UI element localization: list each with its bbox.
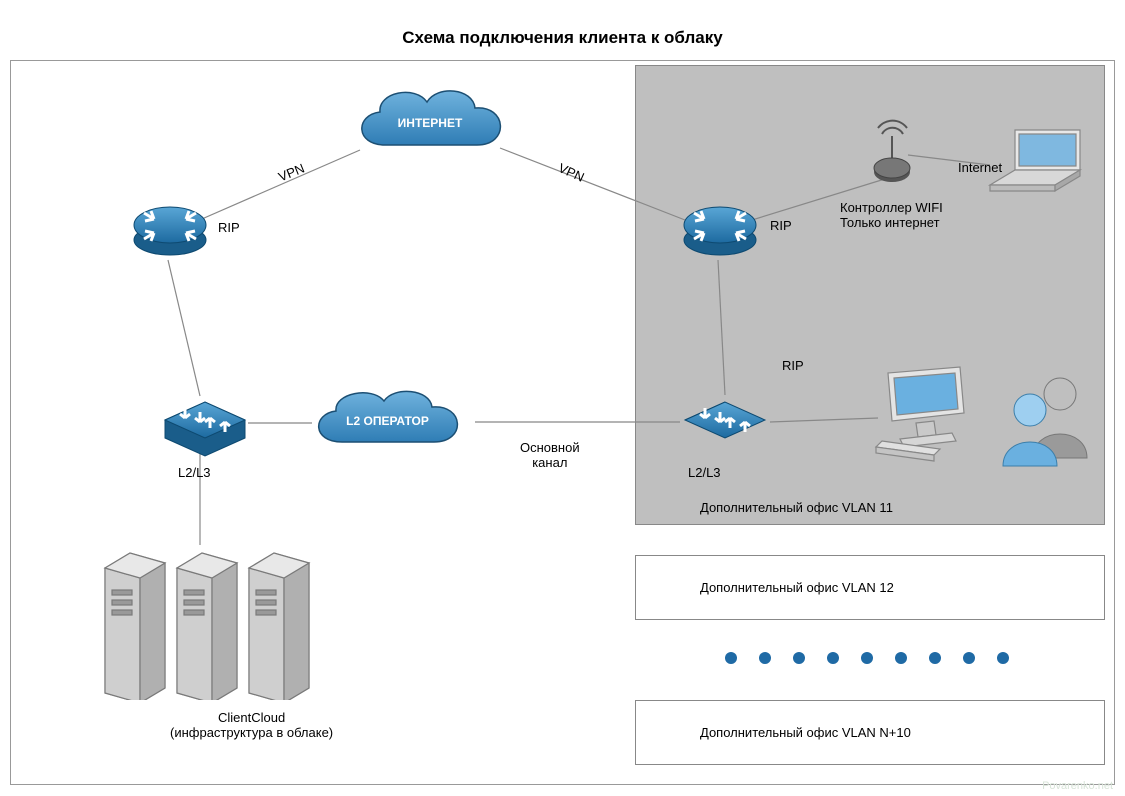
people-icon [995, 370, 1095, 470]
label-clientcloud: ClientCloud (инфраструктура в облаке) [170, 710, 333, 740]
label-rip-left: RIP [218, 220, 240, 235]
ellipsis-dots [725, 652, 1009, 664]
switch-left [155, 390, 255, 465]
cloud-l2-label: L2 ОПЕРАТОР [300, 380, 475, 462]
switch-icon [155, 390, 255, 460]
router-icon [680, 195, 760, 265]
label-rip-mid: RIP [782, 358, 804, 373]
label-internet-link: Internet [958, 160, 1002, 175]
wifi-icon [870, 110, 915, 188]
clientcloud-sub: (инфраструктура в облаке) [170, 725, 333, 740]
label-office11: Дополнительный офис VLAN 11 [700, 500, 893, 515]
clientcloud-title: ClientCloud [218, 710, 285, 725]
label-officeN: Дополнительный офис VLAN N+10 [700, 725, 911, 740]
cloud-internet-label: ИНТЕРНЕТ [345, 80, 515, 165]
diagram-title: Схема подключения клиента к облаку [0, 28, 1125, 48]
cloud-internet: ИНТЕРНЕТ [345, 80, 515, 165]
router-icon [130, 195, 210, 265]
label-office12: Дополнительный офис VLAN 12 [700, 580, 894, 595]
router-right [680, 195, 760, 270]
router-left [130, 195, 210, 270]
label-wifi-controller: Контроллер WIFI Только интернет [840, 200, 943, 230]
label-rip-right: RIP [770, 218, 792, 233]
switch-right [675, 390, 775, 465]
cloud-l2-operator: L2 ОПЕРАТОР [300, 380, 475, 462]
monitor-icon [870, 365, 970, 465]
users [995, 370, 1095, 475]
label-l2l3-left: L2/L3 [178, 465, 211, 480]
server-cluster [95, 540, 325, 705]
label-l2l3-right: L2/L3 [688, 465, 721, 480]
switch-icon [675, 390, 775, 460]
server-icon [95, 540, 325, 700]
watermark: Povarenko.net [1042, 780, 1113, 792]
wifi-controller [870, 110, 915, 193]
workstation [870, 365, 970, 470]
label-main-channel: Основной канал [520, 440, 580, 470]
